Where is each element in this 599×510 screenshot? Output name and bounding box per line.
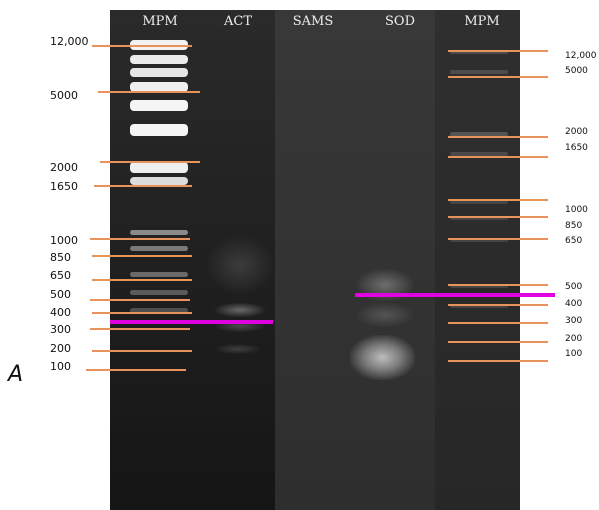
- right-label-2000: 2000: [565, 127, 588, 137]
- right-label-12000: 12,000: [565, 51, 597, 61]
- right-label-5000: 5000: [565, 66, 588, 76]
- lane-title-mpm-right: MPM: [464, 14, 500, 29]
- right-label-650: 650: [565, 236, 583, 246]
- right-label-300: 300: [565, 316, 583, 326]
- left-label-500: 500: [50, 288, 71, 301]
- right-label-500: 500: [565, 282, 583, 292]
- left-label-850: 850: [50, 251, 71, 264]
- left-label-2000: 2000: [50, 161, 78, 174]
- right-label-200: 200: [565, 334, 583, 344]
- left-label-100: 100: [50, 360, 71, 373]
- lane-title-act: ACT: [223, 14, 252, 29]
- figure-letter: A: [8, 362, 24, 387]
- right-label-400: 400: [565, 299, 583, 309]
- left-label-200: 200: [50, 342, 71, 355]
- left-label-12000: 12,000: [50, 35, 89, 48]
- lane-title-sams: SAMS: [292, 14, 334, 29]
- gel-image: MPM ACT SAMS SOD MPM: [110, 10, 520, 510]
- left-label-5000: 5000: [50, 89, 78, 102]
- left-label-1650: 1650: [50, 180, 78, 193]
- sod-highlight-line: [355, 293, 555, 297]
- left-label-400: 400: [50, 306, 71, 319]
- left-label-300: 300: [50, 323, 71, 336]
- gel-panel-right: [435, 10, 520, 510]
- lane-title-mpm-left: MPM: [142, 14, 178, 29]
- right-label-1000: 1000: [565, 205, 588, 215]
- right-label-1650: 1650: [565, 143, 588, 153]
- act-highlight-line: [110, 320, 273, 324]
- left-label-1000: 1000: [50, 234, 78, 247]
- right-label-850: 850: [565, 221, 583, 231]
- right-label-100: 100: [565, 349, 583, 359]
- left-label-650: 650: [50, 269, 71, 282]
- lane-title-sod: SOD: [385, 14, 415, 29]
- gel-panel-middle: [275, 10, 435, 510]
